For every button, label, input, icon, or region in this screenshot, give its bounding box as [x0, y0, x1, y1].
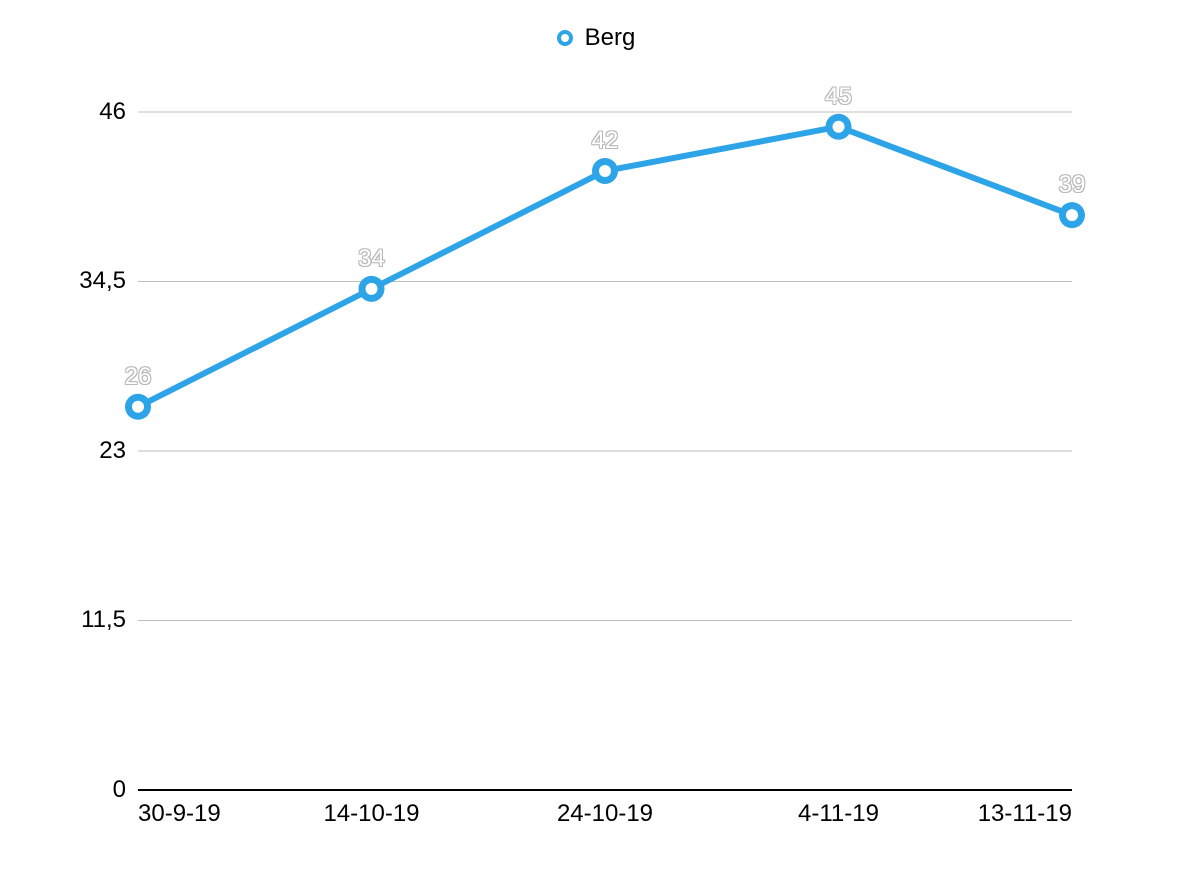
x-axis-tick-label: 30-9-19	[138, 800, 221, 828]
x-axis-tick-label: 14-10-19	[323, 800, 419, 828]
data-point-label: 26	[125, 363, 152, 391]
x-axis-tick-label: 4-11-19	[798, 800, 879, 828]
legend-marker-icon	[557, 30, 573, 46]
data-point-label: 42	[592, 127, 619, 155]
y-axis-tick-label: 34,5	[79, 267, 126, 295]
legend: Berg	[0, 24, 1192, 52]
y-axis-tick-label: 46	[99, 98, 126, 126]
x-axis-tick-label: 13-11-19	[978, 800, 1072, 828]
x-axis-tick-label: 24-10-19	[557, 800, 653, 828]
y-axis-tick-label: 23	[99, 437, 126, 465]
data-point-label: 39	[1059, 171, 1086, 199]
data-point-label: 34	[358, 245, 385, 273]
y-axis-tick-label: 0	[113, 776, 126, 804]
data-point-label: 45	[825, 83, 852, 111]
legend-label: Berg	[585, 24, 636, 52]
line-chart: Berg 0 11,5 23 34,5 46 30-9-19 14-10-19 24-10-1…	[0, 0, 1192, 890]
y-axis-tick-label: 11,5	[81, 606, 126, 634]
